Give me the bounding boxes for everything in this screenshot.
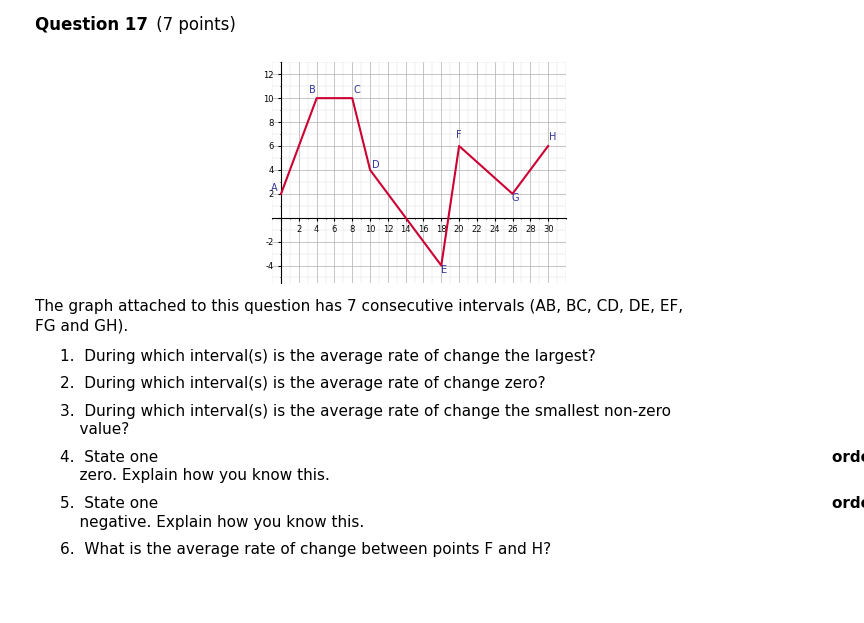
Text: C: C [353,85,360,95]
Text: E: E [441,265,447,275]
Text: FG and GH).: FG and GH). [35,319,128,334]
Text: 4.  State one: 4. State one [60,450,163,465]
Text: D: D [372,160,379,170]
Text: negative. Explain how you know this.: negative. Explain how you know this. [60,515,365,530]
Text: 1.  During which interval(s) is the average rate of change the largest?: 1. During which interval(s) is the avera… [60,349,596,364]
Text: ordered pair (x, y): ordered pair (x, y) [832,496,864,511]
Text: H: H [549,133,556,143]
Text: B: B [308,85,315,95]
Text: F: F [456,130,462,140]
Text: 6.  What is the average rate of change between points F and H?: 6. What is the average rate of change be… [60,542,551,557]
Text: Question 17: Question 17 [35,16,148,34]
Text: zero. Explain how you know this.: zero. Explain how you know this. [60,468,330,483]
Text: value?: value? [60,422,130,437]
Text: ordered pair (x, y): ordered pair (x, y) [832,450,864,465]
Text: A: A [270,183,277,193]
Text: The graph attached to this question has 7 consecutive intervals (AB, BC, CD, DE,: The graph attached to this question has … [35,299,683,314]
Text: 2.  During which interval(s) is the average rate of change zero?: 2. During which interval(s) is the avera… [60,376,546,391]
Text: (7 points): (7 points) [151,16,236,34]
Text: G: G [511,193,519,203]
Text: 3.  During which interval(s) is the average rate of change the smallest non-zero: 3. During which interval(s) is the avera… [60,404,671,419]
Text: 5.  State one: 5. State one [60,496,163,511]
